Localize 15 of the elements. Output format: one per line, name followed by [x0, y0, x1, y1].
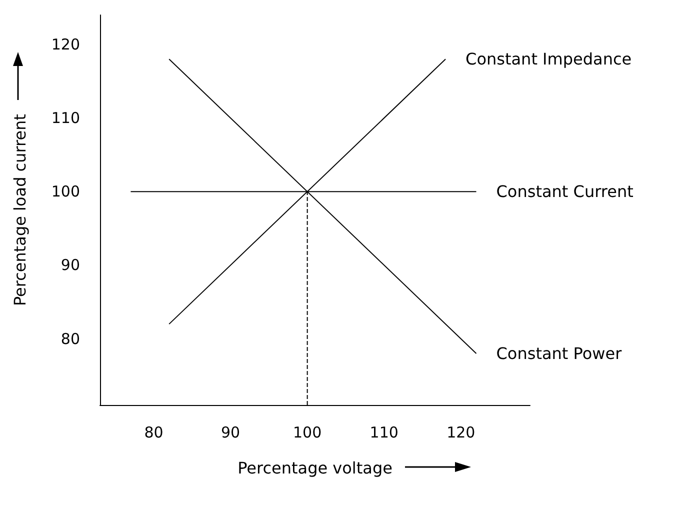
y-axis-title: Percentage load current [10, 114, 30, 306]
series-label: Constant Impedance [466, 50, 632, 69]
y-tick-label: 80 [60, 330, 80, 348]
y-tick-label: 120 [51, 35, 80, 54]
y-tick-label: 100 [51, 182, 80, 201]
x-axis-title: Percentage voltage [238, 458, 392, 478]
x-tick-label: 80 [144, 424, 164, 442]
series-label: Constant Current [496, 182, 634, 202]
x-tick-label: 110 [370, 424, 398, 442]
series-label: Constant Power [496, 344, 622, 363]
x-tick-label: 120 [446, 424, 476, 442]
y-tick-label: 110 [51, 109, 80, 128]
x-tick-label: 100 [293, 424, 322, 442]
y-tick-label: 90 [60, 256, 80, 274]
x-tick-label: 90 [220, 424, 240, 442]
